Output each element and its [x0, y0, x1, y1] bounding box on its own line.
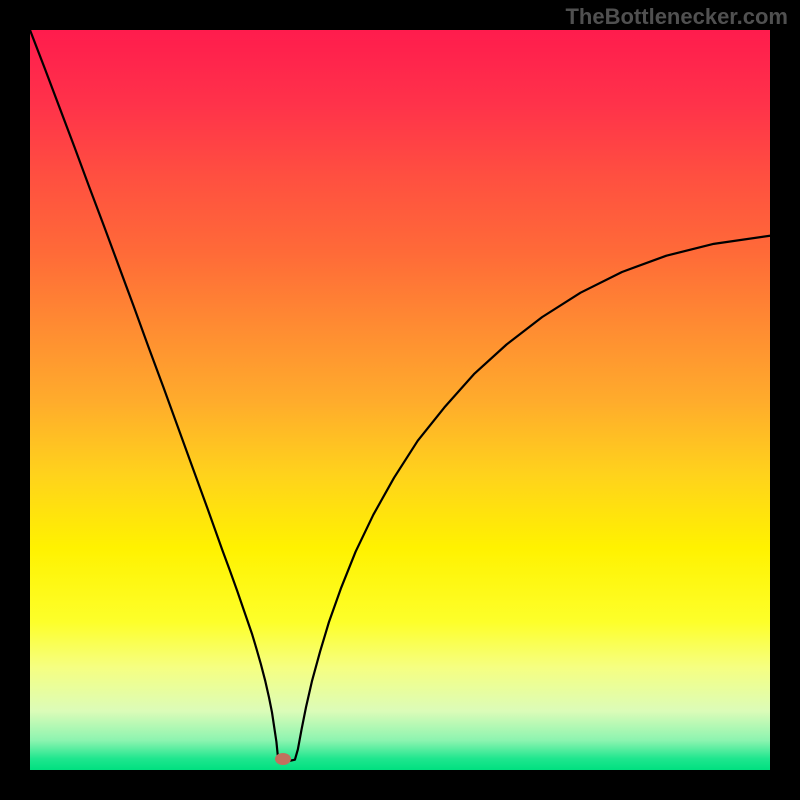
gradient-background: [30, 30, 770, 770]
marker-dot: [275, 753, 291, 765]
chart-container: TheBottlenecker.com: [0, 0, 800, 800]
watermark-text: TheBottlenecker.com: [565, 4, 788, 30]
plot-area: [30, 30, 770, 770]
